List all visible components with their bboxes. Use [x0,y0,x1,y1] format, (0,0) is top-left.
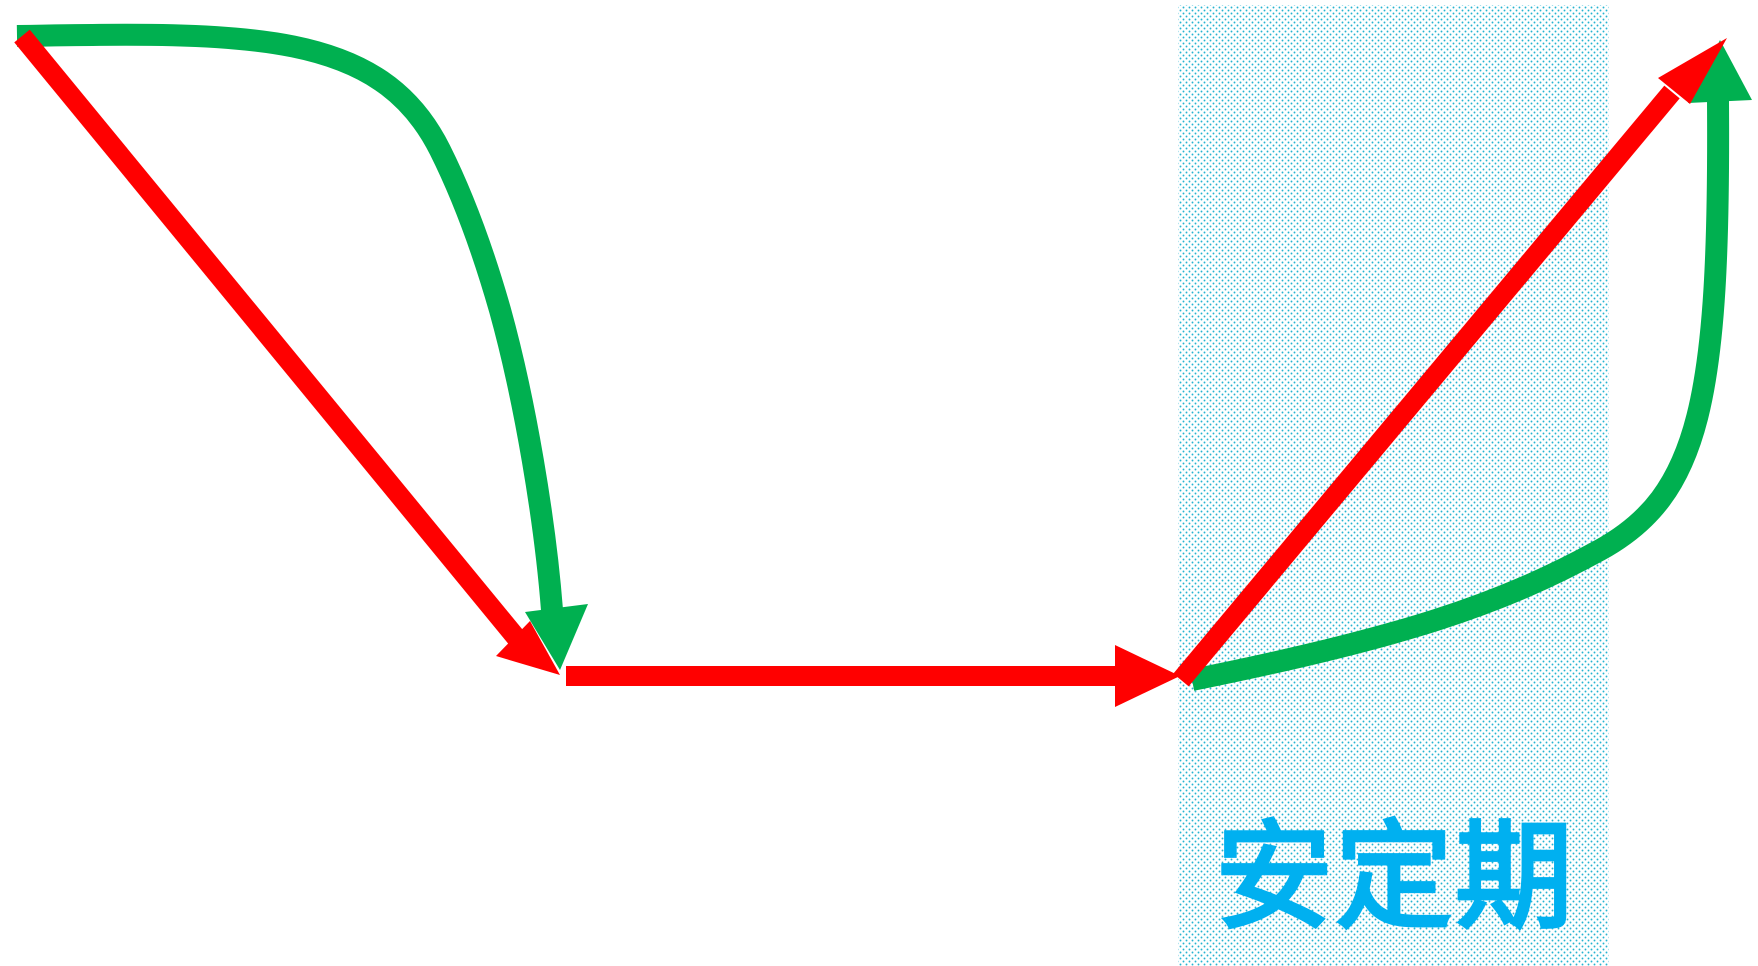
red-arrow-descent [14,29,560,675]
red-arrow-flat [566,645,1180,707]
green-curved-arrow-ascent [1189,40,1752,691]
green-arrowhead-valley [525,604,588,670]
green-curved-arrow-descent [16,23,588,670]
stable-period-band [1178,5,1609,966]
red-arrowhead-top-right [1658,38,1727,104]
red-arrowhead-valley [496,621,560,675]
red-arrowhead-flat [1115,645,1180,707]
green-arrowhead-top-right [1688,40,1752,103]
red-arrow-ascent [1173,38,1727,687]
stable-period-label: 安定期 [1214,808,1575,946]
